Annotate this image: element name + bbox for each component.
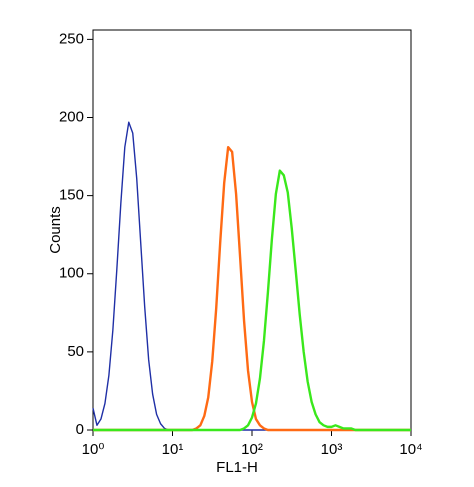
histogram-line <box>93 169 411 432</box>
x-axis-label: FL1-H <box>216 459 258 476</box>
x-tick-label: 10⁴ <box>399 441 422 458</box>
histogram-line <box>92 121 411 431</box>
x-tick-label: 10³ <box>321 441 343 458</box>
x-tick-label: 10¹ <box>162 441 184 458</box>
y-axis-label: Counts <box>47 206 64 254</box>
y-tick-label: 200 <box>59 108 84 125</box>
y-tick-label: 250 <box>59 30 84 47</box>
y-tick-label: 50 <box>67 343 84 360</box>
plot-frame <box>92 29 412 431</box>
y-tick-label: 100 <box>59 265 84 282</box>
histogram-line <box>93 145 411 432</box>
y-tick-label: 0 <box>76 421 84 438</box>
x-tick-label: 10² <box>241 441 263 458</box>
y-tick-label: 150 <box>59 187 84 204</box>
x-tick-label: 10⁰ <box>82 441 105 458</box>
